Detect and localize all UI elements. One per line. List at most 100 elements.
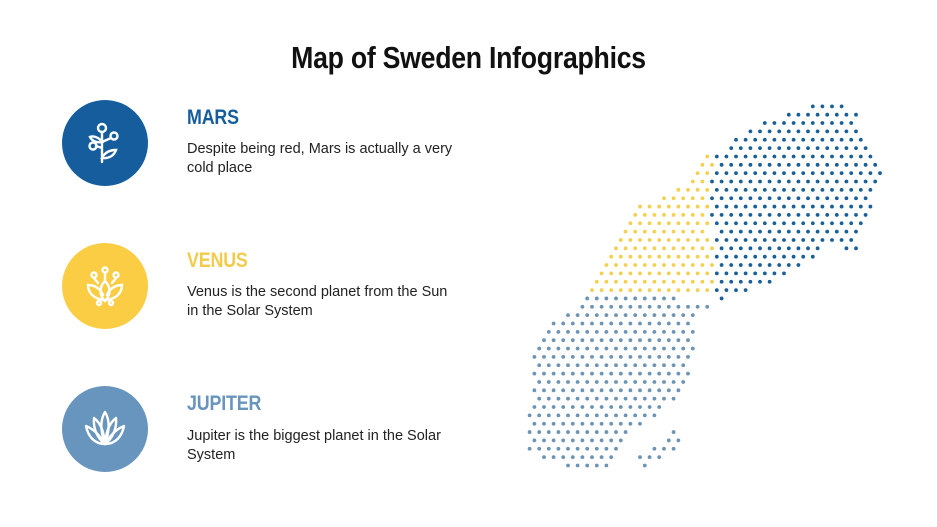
map-dot — [772, 204, 777, 209]
map-dot — [532, 405, 537, 409]
map-dot — [690, 213, 695, 217]
map-dot — [657, 204, 662, 209]
map-dot — [753, 137, 758, 142]
map-dot — [710, 196, 714, 201]
map-dot — [686, 371, 690, 376]
map-dot — [537, 396, 542, 401]
map-dot — [614, 413, 618, 418]
map-dot — [566, 329, 570, 334]
map-dot — [801, 171, 806, 176]
map-dot — [786, 246, 791, 251]
map-dot — [599, 355, 604, 359]
map-dot — [642, 246, 647, 251]
map-dot — [820, 187, 825, 192]
map-dot — [868, 204, 873, 209]
map-dot — [753, 187, 758, 192]
map-dot — [767, 213, 772, 217]
map-dot — [791, 238, 796, 242]
map-dot — [782, 137, 786, 142]
map-dot — [681, 313, 686, 318]
map-dot — [609, 455, 614, 460]
map-dot — [638, 388, 642, 393]
map-dot — [590, 321, 594, 326]
map-dot — [825, 112, 830, 117]
map-dot — [762, 171, 767, 176]
map-dot — [633, 279, 638, 284]
map-dot — [570, 338, 575, 343]
map-dot — [734, 204, 738, 209]
map-dot — [729, 162, 734, 167]
map-dot — [753, 221, 758, 226]
map-dot — [806, 229, 810, 234]
map-dot — [734, 238, 738, 242]
map-dot — [575, 413, 580, 418]
map-dot — [734, 171, 738, 176]
map-dot — [618, 388, 623, 393]
map-dot — [767, 229, 772, 234]
map-dot — [738, 146, 743, 151]
map-dot — [724, 221, 729, 226]
map-dot — [686, 338, 690, 343]
map-dot — [743, 137, 748, 142]
map-dot — [575, 380, 580, 384]
map-dot — [762, 204, 767, 209]
map-dot — [839, 221, 844, 226]
map-dot — [618, 338, 623, 343]
map-dot — [844, 112, 849, 117]
venus-description: Venus is the second planet from the Sun … — [187, 284, 448, 319]
map-dot — [594, 396, 599, 401]
map-dot — [570, 355, 575, 359]
map-dot — [590, 421, 594, 426]
map-dot — [551, 355, 556, 359]
map-dot — [810, 204, 815, 209]
map-dot — [566, 446, 570, 451]
map-dot — [806, 146, 810, 151]
map-dot — [796, 263, 801, 267]
map-dot — [758, 162, 762, 167]
map-dot — [556, 396, 561, 401]
map-dot — [647, 321, 652, 326]
map-dot — [666, 321, 671, 326]
map-dot — [820, 121, 825, 125]
map-dot — [604, 263, 609, 267]
page-title: Map of Sweden Infographics — [291, 40, 646, 75]
map-dot — [642, 413, 647, 418]
map-dot — [647, 238, 652, 242]
map-dot — [657, 455, 662, 460]
map-dot — [858, 137, 863, 142]
map-dot — [782, 254, 786, 259]
map-dot — [777, 263, 782, 267]
map-dot — [834, 213, 839, 217]
map-dot — [638, 204, 642, 209]
map-dot — [729, 263, 734, 267]
map-dot — [590, 371, 594, 376]
map-dot — [758, 179, 762, 184]
map-dot — [820, 137, 825, 142]
map-dot — [868, 171, 873, 176]
map-dot — [815, 146, 820, 151]
map-dot — [738, 263, 743, 267]
map-dot — [614, 279, 618, 284]
map-dot — [666, 271, 671, 276]
map-dot — [830, 238, 834, 242]
map-dot — [767, 196, 772, 201]
map-dot — [686, 355, 690, 359]
map-dot — [858, 221, 863, 226]
map-dot — [580, 355, 585, 359]
map-dot — [614, 396, 618, 401]
map-dot — [714, 221, 719, 226]
map-dot — [830, 221, 834, 226]
map-dot — [849, 154, 854, 159]
map-dot — [690, 329, 695, 334]
map-dot — [623, 430, 628, 434]
map-dot — [863, 162, 868, 167]
map-dot — [777, 246, 782, 251]
map-dot — [671, 346, 676, 351]
map-dot — [662, 363, 666, 368]
map-dot — [758, 196, 762, 201]
map-dot — [695, 271, 700, 276]
map-dot — [782, 154, 786, 159]
map-dot — [623, 263, 628, 267]
map-dot — [681, 329, 686, 334]
map-dot — [710, 162, 714, 167]
